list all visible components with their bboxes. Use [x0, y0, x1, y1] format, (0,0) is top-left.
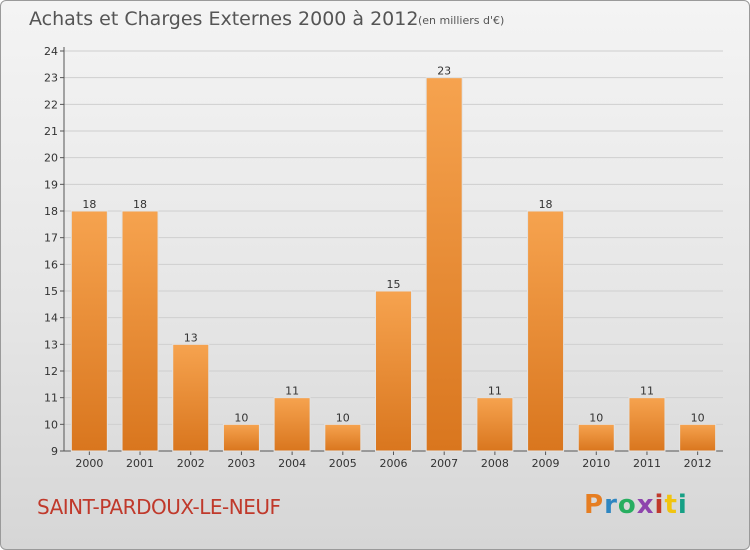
bar-2008 — [476, 397, 514, 452]
y-tick-label: 22 — [44, 98, 58, 111]
y-tick-label: 11 — [44, 392, 58, 405]
data-label: 18 — [133, 198, 147, 211]
x-tick-label: 2006 — [380, 457, 408, 470]
labels: 9 10 11 12 13 14 15 16 17 18 19 20 21 22 23 24 18 2000 18 2… — [44, 45, 712, 470]
bar-2009 — [527, 210, 565, 452]
y-tick-label: 17 — [44, 232, 58, 245]
x-tick-label: 2003 — [227, 457, 255, 470]
data-label: 23 — [437, 65, 451, 78]
x-tick-label: 2004 — [278, 457, 306, 470]
y-tick-label: 19 — [44, 178, 58, 191]
data-label: 11 — [640, 385, 654, 398]
logo-letter: i — [654, 490, 665, 520]
bar-2004 — [273, 397, 311, 452]
chart-title: Achats et Charges Externes 2000 à 2012 — [29, 8, 419, 30]
data-label: 15 — [387, 278, 401, 291]
x-tick-label: 2011 — [633, 457, 661, 470]
logo-letter: i — [677, 490, 688, 520]
y-tick-label: 20 — [44, 152, 58, 165]
bar-2007 — [425, 77, 463, 452]
y-tick-label: 9 — [51, 445, 58, 458]
chart-subtitle: (en milliers d'€) — [418, 14, 505, 27]
bar-2006 — [375, 290, 412, 452]
bars — [70, 77, 717, 452]
bar-2005 — [324, 423, 362, 452]
proxiti-logo[interactable]: Proxiti — [584, 490, 688, 520]
y-tick-label: 23 — [44, 72, 58, 85]
data-label: 10 — [336, 411, 350, 424]
y-tick-label: 18 — [44, 205, 58, 218]
y-tick-label: 10 — [44, 418, 58, 431]
y-tick-label: 14 — [44, 312, 58, 325]
logo-letter: o — [617, 490, 637, 520]
y-tick-label: 13 — [44, 338, 58, 351]
data-label: 11 — [488, 385, 502, 398]
bar-2010 — [577, 423, 615, 452]
y-tick-label: 15 — [44, 285, 58, 298]
logo-letter: r — [604, 490, 618, 520]
x-tick-label: 2008 — [481, 457, 509, 470]
y-tick-label: 16 — [44, 258, 58, 271]
x-tick-label: 2002 — [177, 457, 205, 470]
data-label: 11 — [285, 385, 299, 398]
x-tick-label: 2010 — [582, 457, 610, 470]
y-tick-label: 24 — [44, 45, 58, 58]
data-label: 18 — [82, 198, 96, 211]
data-label: 10 — [589, 411, 603, 424]
bar-2003 — [222, 423, 260, 452]
logo-letter: t — [664, 490, 678, 520]
x-tick-label: 2007 — [430, 457, 458, 470]
location-name: SAINT-PARDOUX-LE-NEUF — [37, 495, 281, 519]
data-label: 18 — [539, 198, 553, 211]
bar-2011 — [628, 397, 666, 452]
x-tick-label: 2000 — [75, 457, 103, 470]
logo-letter: x — [636, 490, 655, 520]
logo-letter: P — [584, 490, 605, 520]
bar-2012 — [679, 423, 717, 452]
bar-2002 — [172, 343, 210, 452]
data-label: 10 — [234, 411, 248, 424]
x-tick-label: 2001 — [126, 457, 154, 470]
y-tick-label: 21 — [44, 125, 58, 138]
bar-2001 — [121, 210, 159, 452]
bar-2000 — [70, 210, 108, 452]
data-label: 10 — [691, 411, 705, 424]
x-tick-label: 2012 — [684, 457, 712, 470]
data-label: 13 — [184, 331, 198, 344]
y-tick-label: 12 — [44, 365, 58, 378]
x-tick-label: 2005 — [329, 457, 357, 470]
x-tick-label: 2009 — [532, 457, 560, 470]
